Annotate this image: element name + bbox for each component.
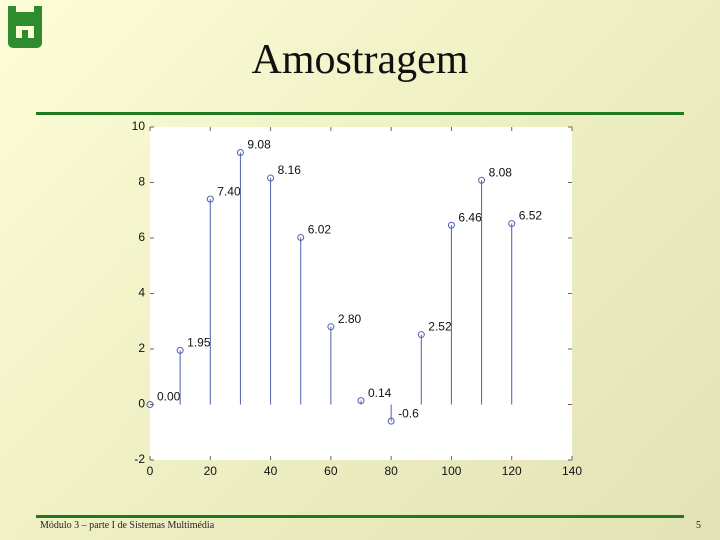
- stem-marker: [327, 323, 335, 331]
- x-tick-label: 120: [502, 464, 522, 478]
- stem-marker: [387, 417, 395, 425]
- bottom-rule: [36, 515, 684, 518]
- footer-text: Módulo 3 – parte I de Sistemas Multimédi…: [40, 520, 215, 531]
- y-tick-label: 8: [138, 175, 145, 189]
- stem-marker: [176, 346, 184, 354]
- data-label: -0.6: [398, 406, 419, 420]
- data-label: 9.08: [247, 138, 271, 152]
- data-label: 2.80: [338, 312, 362, 326]
- x-tick-label: 80: [384, 464, 398, 478]
- y-tick-label: 4: [138, 286, 145, 300]
- stem-marker: [417, 331, 425, 339]
- page-number: 5: [696, 520, 701, 531]
- data-label: 0.14: [368, 386, 392, 400]
- stem-marker: [478, 176, 486, 184]
- logo: [8, 6, 42, 48]
- x-tick-label: 60: [324, 464, 338, 478]
- data-label: 6.46: [458, 210, 482, 224]
- stem-marker: [508, 220, 516, 228]
- stem-marker: [206, 195, 214, 203]
- stem-marker: [447, 221, 455, 229]
- slide-title: Amostragem: [251, 37, 469, 83]
- stem-marker: [236, 149, 244, 157]
- x-tick-label: 140: [562, 464, 582, 478]
- y-tick-label: -2: [134, 452, 145, 466]
- stem-marker: [146, 401, 154, 408]
- x-tick-label: 100: [441, 464, 461, 478]
- data-label: 6.52: [519, 209, 543, 223]
- y-tick-label: 2: [138, 341, 145, 355]
- data-label: 1.95: [187, 336, 211, 350]
- y-tick-label: 0: [138, 397, 145, 411]
- top-rule: [36, 112, 684, 115]
- data-label: 8.08: [489, 165, 513, 179]
- data-label: 0.00: [157, 390, 181, 404]
- data-label: 7.40: [217, 184, 241, 198]
- x-tick-label: 0: [147, 464, 154, 478]
- y-tick-label: 6: [138, 230, 145, 244]
- x-tick-label: 40: [264, 464, 278, 478]
- stem-marker: [297, 233, 305, 241]
- x-tick-label: 20: [204, 464, 218, 478]
- data-label: 6.02: [308, 223, 332, 237]
- data-label: 8.16: [278, 163, 302, 177]
- data-label: 2.52: [428, 320, 452, 334]
- stem-marker: [267, 174, 275, 182]
- stem-marker: [357, 397, 365, 405]
- y-tick-label: 10: [132, 119, 146, 133]
